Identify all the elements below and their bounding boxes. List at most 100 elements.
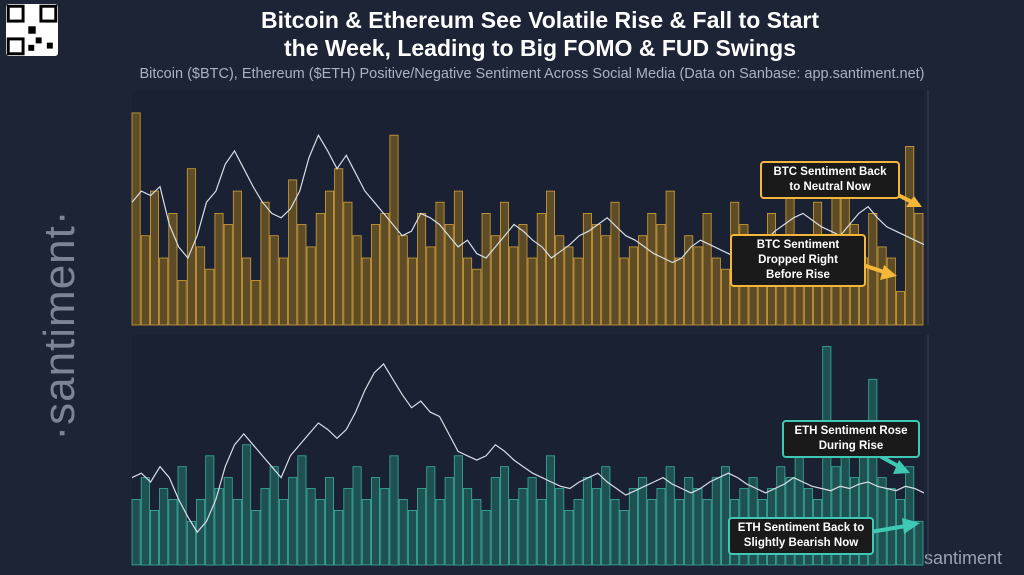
eth-sentiment-bar — [140, 477, 150, 566]
arrow-head-btc-dropped — [880, 265, 897, 280]
btc-sentiment-bar — [472, 268, 482, 326]
eth-sentiment-bar — [509, 498, 519, 566]
btc-sentiment-bar — [324, 190, 334, 326]
callout-btc-dropped: BTC Sentiment Dropped Right Before Rise — [730, 234, 866, 287]
arrow-head-eth-rose — [893, 460, 910, 474]
eth-sentiment-bar — [232, 498, 242, 566]
btc-sentiment-bar — [444, 224, 454, 326]
btc-sentiment-bar — [582, 212, 592, 326]
eth-sentiment-bar — [674, 498, 684, 566]
btc-sentiment-bar — [223, 224, 233, 326]
eth-sentiment-bar — [914, 520, 924, 566]
eth-sentiment-bar — [711, 477, 721, 566]
btc-sentiment-bar — [518, 224, 528, 326]
eth-sentiment-bar — [518, 488, 528, 566]
eth-sentiment-bar — [877, 477, 887, 566]
eth-sentiment-bar — [868, 378, 878, 566]
callout-btc-neutral: BTC Sentiment Back to Neutral Now — [760, 161, 900, 199]
btc-sentiment-bar — [610, 201, 620, 326]
eth-sentiment-bar — [684, 477, 694, 566]
eth-sentiment-bar — [896, 498, 906, 566]
btc-sentiment-bar — [417, 212, 427, 326]
btc-sentiment-bar — [684, 235, 694, 326]
eth-sentiment-bar — [159, 488, 169, 566]
btc-sentiment-bar — [877, 246, 887, 326]
eth-sentiment-bar — [297, 455, 307, 566]
btc-sentiment-bar — [555, 235, 565, 326]
btc-sentiment-bar — [196, 246, 206, 326]
chart-title-line1: Bitcoin & Ethereum See Volatile Rise & F… — [260, 7, 820, 33]
eth-sentiment-bar — [389, 455, 399, 566]
eth-sentiment-bar — [628, 488, 638, 566]
btc-sentiment-bar — [914, 212, 924, 326]
btc-sentiment-bar — [407, 257, 417, 326]
eth-sentiment-bar — [343, 488, 353, 566]
qr-code — [6, 4, 58, 56]
btc-sentiment-bar — [481, 212, 491, 326]
eth-sentiment-bar — [205, 455, 215, 566]
btc-sentiment-bar — [297, 224, 307, 326]
eth-sentiment-bar — [177, 466, 187, 566]
eth-sentiment-bar — [324, 477, 334, 566]
eth-sentiment-bar — [306, 488, 316, 566]
eth-sentiment-bar — [536, 498, 546, 566]
btc-sentiment-bar — [546, 190, 556, 326]
eth-sentiment-bar — [407, 509, 417, 566]
btc-sentiment-bar — [693, 246, 703, 326]
btc-sentiment-bar — [260, 201, 270, 326]
eth-sentiment-bar — [361, 498, 371, 566]
eth-sentiment-bar — [352, 466, 362, 566]
btc-sentiment-bar — [674, 257, 684, 326]
btc-sentiment-bar — [721, 268, 731, 326]
eth-sentiment-bar — [186, 520, 196, 566]
btc-sentiment-bar — [288, 179, 298, 326]
btc-sentiment-bar — [536, 212, 546, 326]
eth-sentiment-bar — [260, 488, 270, 566]
btc-sentiment-bar — [343, 201, 353, 326]
eth-sentiment-bar — [149, 509, 159, 566]
eth-sentiment-bar — [315, 498, 325, 566]
eth-sentiment-bar — [417, 488, 427, 566]
arrow-head-eth-bearish — [902, 518, 920, 534]
eth-sentiment-bar — [665, 466, 675, 566]
btc-sentiment-bar — [647, 212, 657, 326]
btc-sentiment-bar — [665, 190, 675, 326]
btc-sentiment-bar — [527, 257, 537, 326]
btc-sentiment-bar — [638, 235, 648, 326]
btc-sentiment-bar — [905, 145, 915, 326]
btc-sentiment-bar — [140, 235, 150, 326]
eth-sentiment-bar — [721, 466, 731, 566]
btc-sentiment-bar — [564, 246, 574, 326]
btc-sentiment-bar — [601, 235, 611, 326]
btc-sentiment-bar — [896, 291, 906, 326]
btc-sentiment-bar — [426, 246, 436, 326]
callout-eth-bearish: ETH Sentiment Back to Slightly Bearish N… — [728, 517, 874, 555]
btc-sentiment-bar — [592, 224, 602, 326]
btc-sentiment-bar — [361, 257, 371, 326]
eth-sentiment-bar — [592, 488, 602, 566]
chart-title-line2: the Week, Leading to Big FOMO & FUD Swin… — [284, 35, 796, 61]
eth-sentiment-bar — [776, 466, 786, 566]
btc-sentiment-bar — [334, 168, 344, 326]
eth-price-line — [131, 363, 925, 534]
eth-sentiment-bar — [546, 455, 556, 566]
eth-sentiment-bar — [601, 466, 611, 566]
btc-sentiment-bar — [159, 257, 169, 326]
eth-sentiment-bar — [131, 498, 141, 566]
btc-sentiment-bar — [453, 190, 463, 326]
santiment-logo-small: ·santiment — [917, 548, 1002, 568]
btc-sentiment-bar — [131, 112, 141, 326]
btc-sentiment-bar — [380, 212, 390, 326]
btc-sentiment-bar — [656, 224, 666, 326]
btc-sentiment-bar — [306, 246, 316, 326]
eth-sentiment-bar — [656, 488, 666, 566]
btc-sentiment-bar — [214, 212, 224, 326]
eth-sentiment-bar — [251, 509, 261, 566]
eth-sentiment-bar — [453, 455, 463, 566]
chart-subtitle: Bitcoin ($BTC), Ethereum ($ETH) Positive… — [139, 66, 925, 82]
btc-sentiment-bar — [490, 235, 500, 326]
btc-sentiment-bar — [251, 279, 261, 326]
eth-sentiment-bar — [334, 509, 344, 566]
btc-sentiment-bar — [269, 235, 279, 326]
